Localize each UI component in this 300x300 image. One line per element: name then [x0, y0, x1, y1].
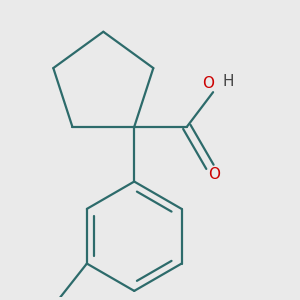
Text: O: O [202, 76, 214, 91]
Text: H: H [222, 74, 234, 89]
Text: O: O [208, 167, 220, 182]
